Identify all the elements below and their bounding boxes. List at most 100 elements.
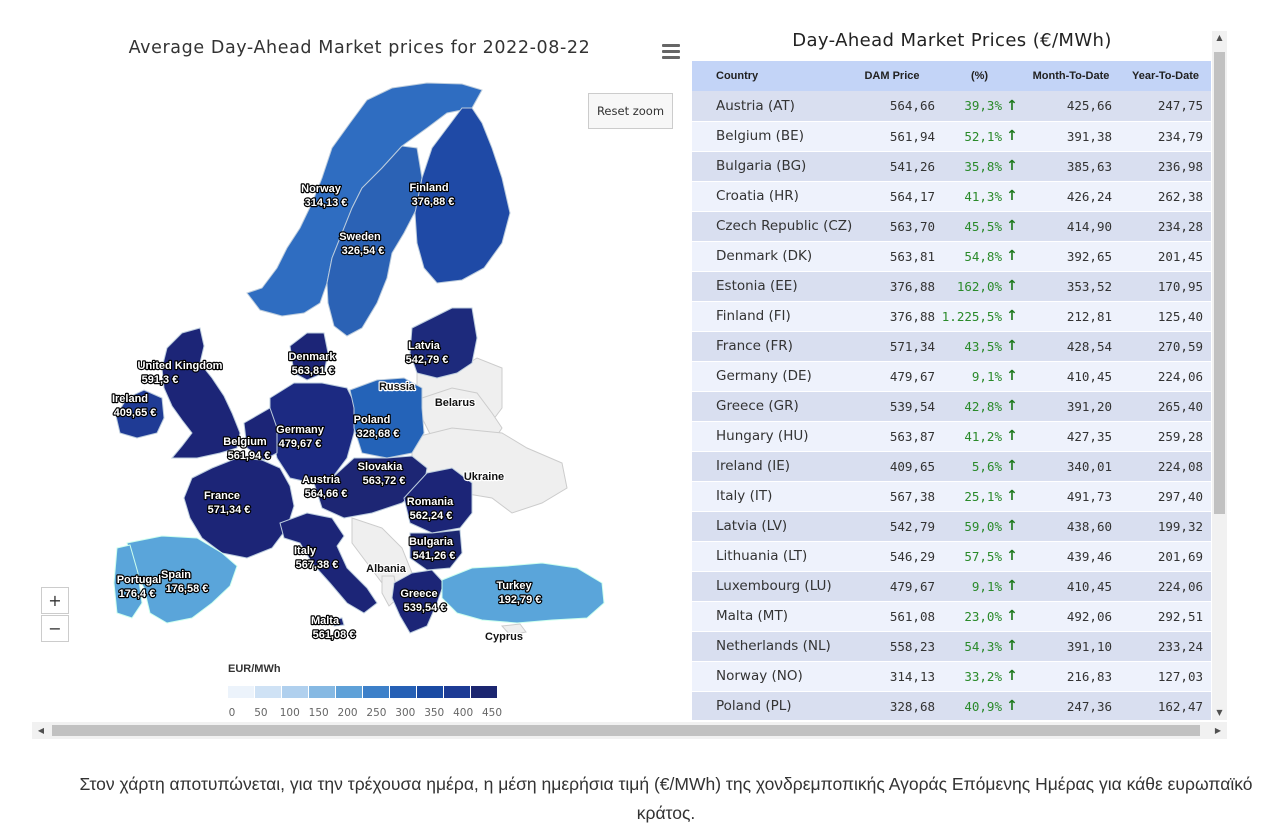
zoom-in-button[interactable]: + — [41, 587, 69, 614]
label-poland-name: Poland — [354, 414, 391, 426]
label-finland-name: Finland — [409, 182, 448, 194]
arrow-up-icon: ↑ — [1006, 578, 1018, 594]
header-month-to-date[interactable]: Month-To-Date — [1032, 70, 1110, 82]
label-bulgaria-value: 541,26 € — [413, 550, 456, 562]
country-shape-germany[interactable] — [269, 382, 358, 484]
table-row[interactable]: Poland (PL) 328,68 40,9% ↑ 247,36 162,47 — [692, 691, 1211, 720]
table-row[interactable]: Denmark (DK) 563,81 54,8% ↑ 392,65 201,45 — [692, 241, 1211, 271]
label-finland-value: 376,88 € — [412, 196, 455, 208]
year-to-date-cell: 234,79 — [1157, 128, 1204, 144]
country-shape-cyprus[interactable] — [500, 623, 527, 636]
month-to-date-cell: 427,35 — [1066, 428, 1113, 444]
table-row[interactable]: Finland (FI) 376,88 1.225,5% ↑ 212,81 125,40 — [692, 301, 1211, 331]
arrow-up-icon: ↑ — [1006, 97, 1018, 114]
label-latvia-name: Latvia — [408, 340, 441, 352]
table-row[interactable]: Malta (MT) 561,08 23,0% ↑ 492,06 292,51 — [692, 601, 1211, 631]
dam-price-cell: 564,66 — [889, 98, 935, 114]
legend-tick-label: 300 — [395, 707, 416, 719]
country-cell: Germany (DE) — [716, 368, 812, 384]
table-row[interactable]: Belgium (BE) 561,94 52,1% ↑ 391,38 234,79 — [692, 121, 1211, 151]
horizontal-scroll-thumb[interactable] — [52, 725, 1200, 736]
country-cell: Austria (AT) — [716, 97, 795, 114]
header-percent[interactable]: (%) — [970, 70, 989, 82]
vertical-scroll-thumb[interactable] — [1214, 52, 1225, 514]
label-france-value: 571,34 € — [208, 504, 251, 516]
table-row[interactable]: Italy (IT) 567,38 25,1% ↑ 491,73 297,40 — [692, 481, 1211, 511]
percent-cell: 35,8% — [964, 158, 1002, 174]
vertical-scrollbar[interactable]: ▲ ▼ — [1212, 31, 1227, 720]
country-shape-denmark[interactable] — [289, 332, 329, 381]
month-to-date-cell: 392,65 — [1066, 248, 1113, 264]
year-to-date-cell: 247,75 — [1157, 98, 1204, 114]
percent-cell: 52,1% — [964, 128, 1002, 144]
table-row[interactable]: Norway (NO) 314,13 33,2% ↑ 216,83 127,03 — [692, 661, 1211, 691]
country-shape-romania[interactable] — [403, 467, 473, 534]
table-row[interactable]: Greece (GR) 539,54 42,8% ↑ 391,20 265,40 — [692, 391, 1211, 421]
prices-table-container[interactable]: Country DAM Price (%) Month-To-Date Year… — [692, 61, 1211, 720]
header-year-to-date[interactable]: Year-To-Date — [1131, 70, 1200, 82]
table-row[interactable]: Hungary (HU) 563,87 41,2% ↑ 427,35 259,28 — [692, 421, 1211, 451]
country-shape-poland[interactable] — [349, 377, 425, 459]
country-shape-benelux[interactable] — [243, 407, 278, 461]
hamburger-menu-icon[interactable] — [662, 44, 680, 60]
year-to-date-cell: 224,06 — [1157, 578, 1204, 594]
month-to-date-cell: 391,20 — [1066, 398, 1113, 414]
table-row[interactable]: Lithuania (LT) 546,29 57,5% ↑ 439,46 201,69 — [692, 541, 1211, 571]
dam-price-cell: 546,29 — [889, 548, 935, 564]
label-uk-name: United Kingdom — [138, 360, 223, 372]
europe-choropleth-map[interactable]: Norway 314,13 € Finland 376,88 € Sweden … — [32, 28, 687, 722]
header-country[interactable]: Country — [716, 70, 759, 82]
scroll-down-icon[interactable]: ▼ — [1216, 708, 1223, 717]
table-row[interactable]: Estonia (EE) 376,88 162,0% ↑ 353,52 170,95 — [692, 271, 1211, 301]
table-row[interactable]: Germany (DE) 479,67 9,1% ↑ 410,45 224,06 — [692, 361, 1211, 391]
country-shape-malta[interactable] — [331, 617, 345, 627]
zoom-out-button[interactable]: − — [41, 615, 69, 642]
country-cell: Poland (PL) — [716, 698, 792, 714]
year-to-date-cell: 259,28 — [1157, 428, 1204, 444]
table-row[interactable]: Latvia (LV) 542,79 59,0% ↑ 438,60 199,32 — [692, 511, 1211, 541]
table-row[interactable]: France (FR) 571,34 43,5% ↑ 428,54 270,59 — [692, 331, 1211, 361]
country-cell: France (FR) — [716, 338, 793, 354]
scroll-up-icon[interactable]: ▲ — [1216, 33, 1223, 42]
country-shape-spain[interactable] — [126, 535, 238, 624]
arrow-up-icon: ↑ — [1006, 368, 1018, 384]
header-dam-price[interactable]: DAM Price — [864, 70, 920, 82]
month-to-date-cell: 212,81 — [1066, 308, 1113, 324]
month-to-date-cell: 491,73 — [1066, 488, 1113, 504]
label-portugal-value: 176,4 € — [119, 588, 156, 600]
table-row[interactable]: Netherlands (NL) 558,23 54,3% ↑ 391,10 233,24 — [692, 631, 1211, 661]
country-shape-finland[interactable] — [414, 107, 511, 284]
scroll-left-icon[interactable]: ◀ — [37, 726, 45, 735]
label-albania: Albania — [366, 563, 407, 575]
legend-color-step — [390, 686, 417, 698]
country-shape-bulgaria[interactable] — [409, 529, 463, 571]
table-title: Day-Ahead Market Prices (€/MWh) — [792, 30, 1112, 51]
country-shape-baltics[interactable] — [409, 307, 478, 379]
country-shape-italy[interactable] — [279, 512, 378, 614]
reset-zoom-button[interactable]: Reset zoom — [588, 93, 673, 129]
table-row[interactable]: Bulgaria (BG) 541,26 35,8% ↑ 385,63 236,98 — [692, 151, 1211, 181]
country-shape-greece[interactable] — [391, 569, 445, 634]
legend-title: EUR/MWh — [228, 663, 281, 675]
percent-cell: 9,1% — [971, 368, 1002, 384]
country-cell: Malta (MT) — [716, 608, 788, 624]
map-caption: Στον χάρτη αποτυπώνεται, για την τρέχουσ… — [79, 774, 1253, 823]
year-to-date-cell: 224,08 — [1157, 458, 1204, 474]
country-shape-ireland[interactable] — [115, 389, 165, 439]
horizontal-scrollbar[interactable]: ◀ ▶ — [32, 722, 1227, 739]
legend-tick-label: 400 — [453, 707, 474, 719]
table-row[interactable]: Austria (AT) 564,66 39,3% ↑ 425,66 247,75 — [692, 91, 1211, 121]
table-row[interactable]: Czech Republic (CZ) 563,70 45,5% ↑ 414,90 234… — [692, 211, 1211, 241]
country-shape-turkey[interactable] — [441, 562, 605, 624]
label-austria-name: Austria — [302, 474, 341, 486]
country-shape-united-kingdom[interactable] — [161, 327, 241, 459]
label-greece-value: 539,54 € — [404, 602, 447, 614]
arrow-up-icon: ↑ — [1006, 428, 1018, 444]
table-row[interactable]: Croatia (HR) 564,17 41,3% ↑ 426,24 262,38 — [692, 181, 1211, 211]
scroll-right-icon[interactable]: ▶ — [1214, 726, 1222, 735]
country-shape-portugal[interactable] — [113, 544, 143, 619]
month-to-date-cell: 425,66 — [1066, 98, 1113, 114]
percent-cell: 25,1% — [964, 488, 1002, 504]
table-row[interactable]: Ireland (IE) 409,65 5,6% ↑ 340,01 224,08 — [692, 451, 1211, 481]
table-row[interactable]: Luxembourg (LU) 479,67 9,1% ↑ 410,45 224,06 — [692, 571, 1211, 601]
